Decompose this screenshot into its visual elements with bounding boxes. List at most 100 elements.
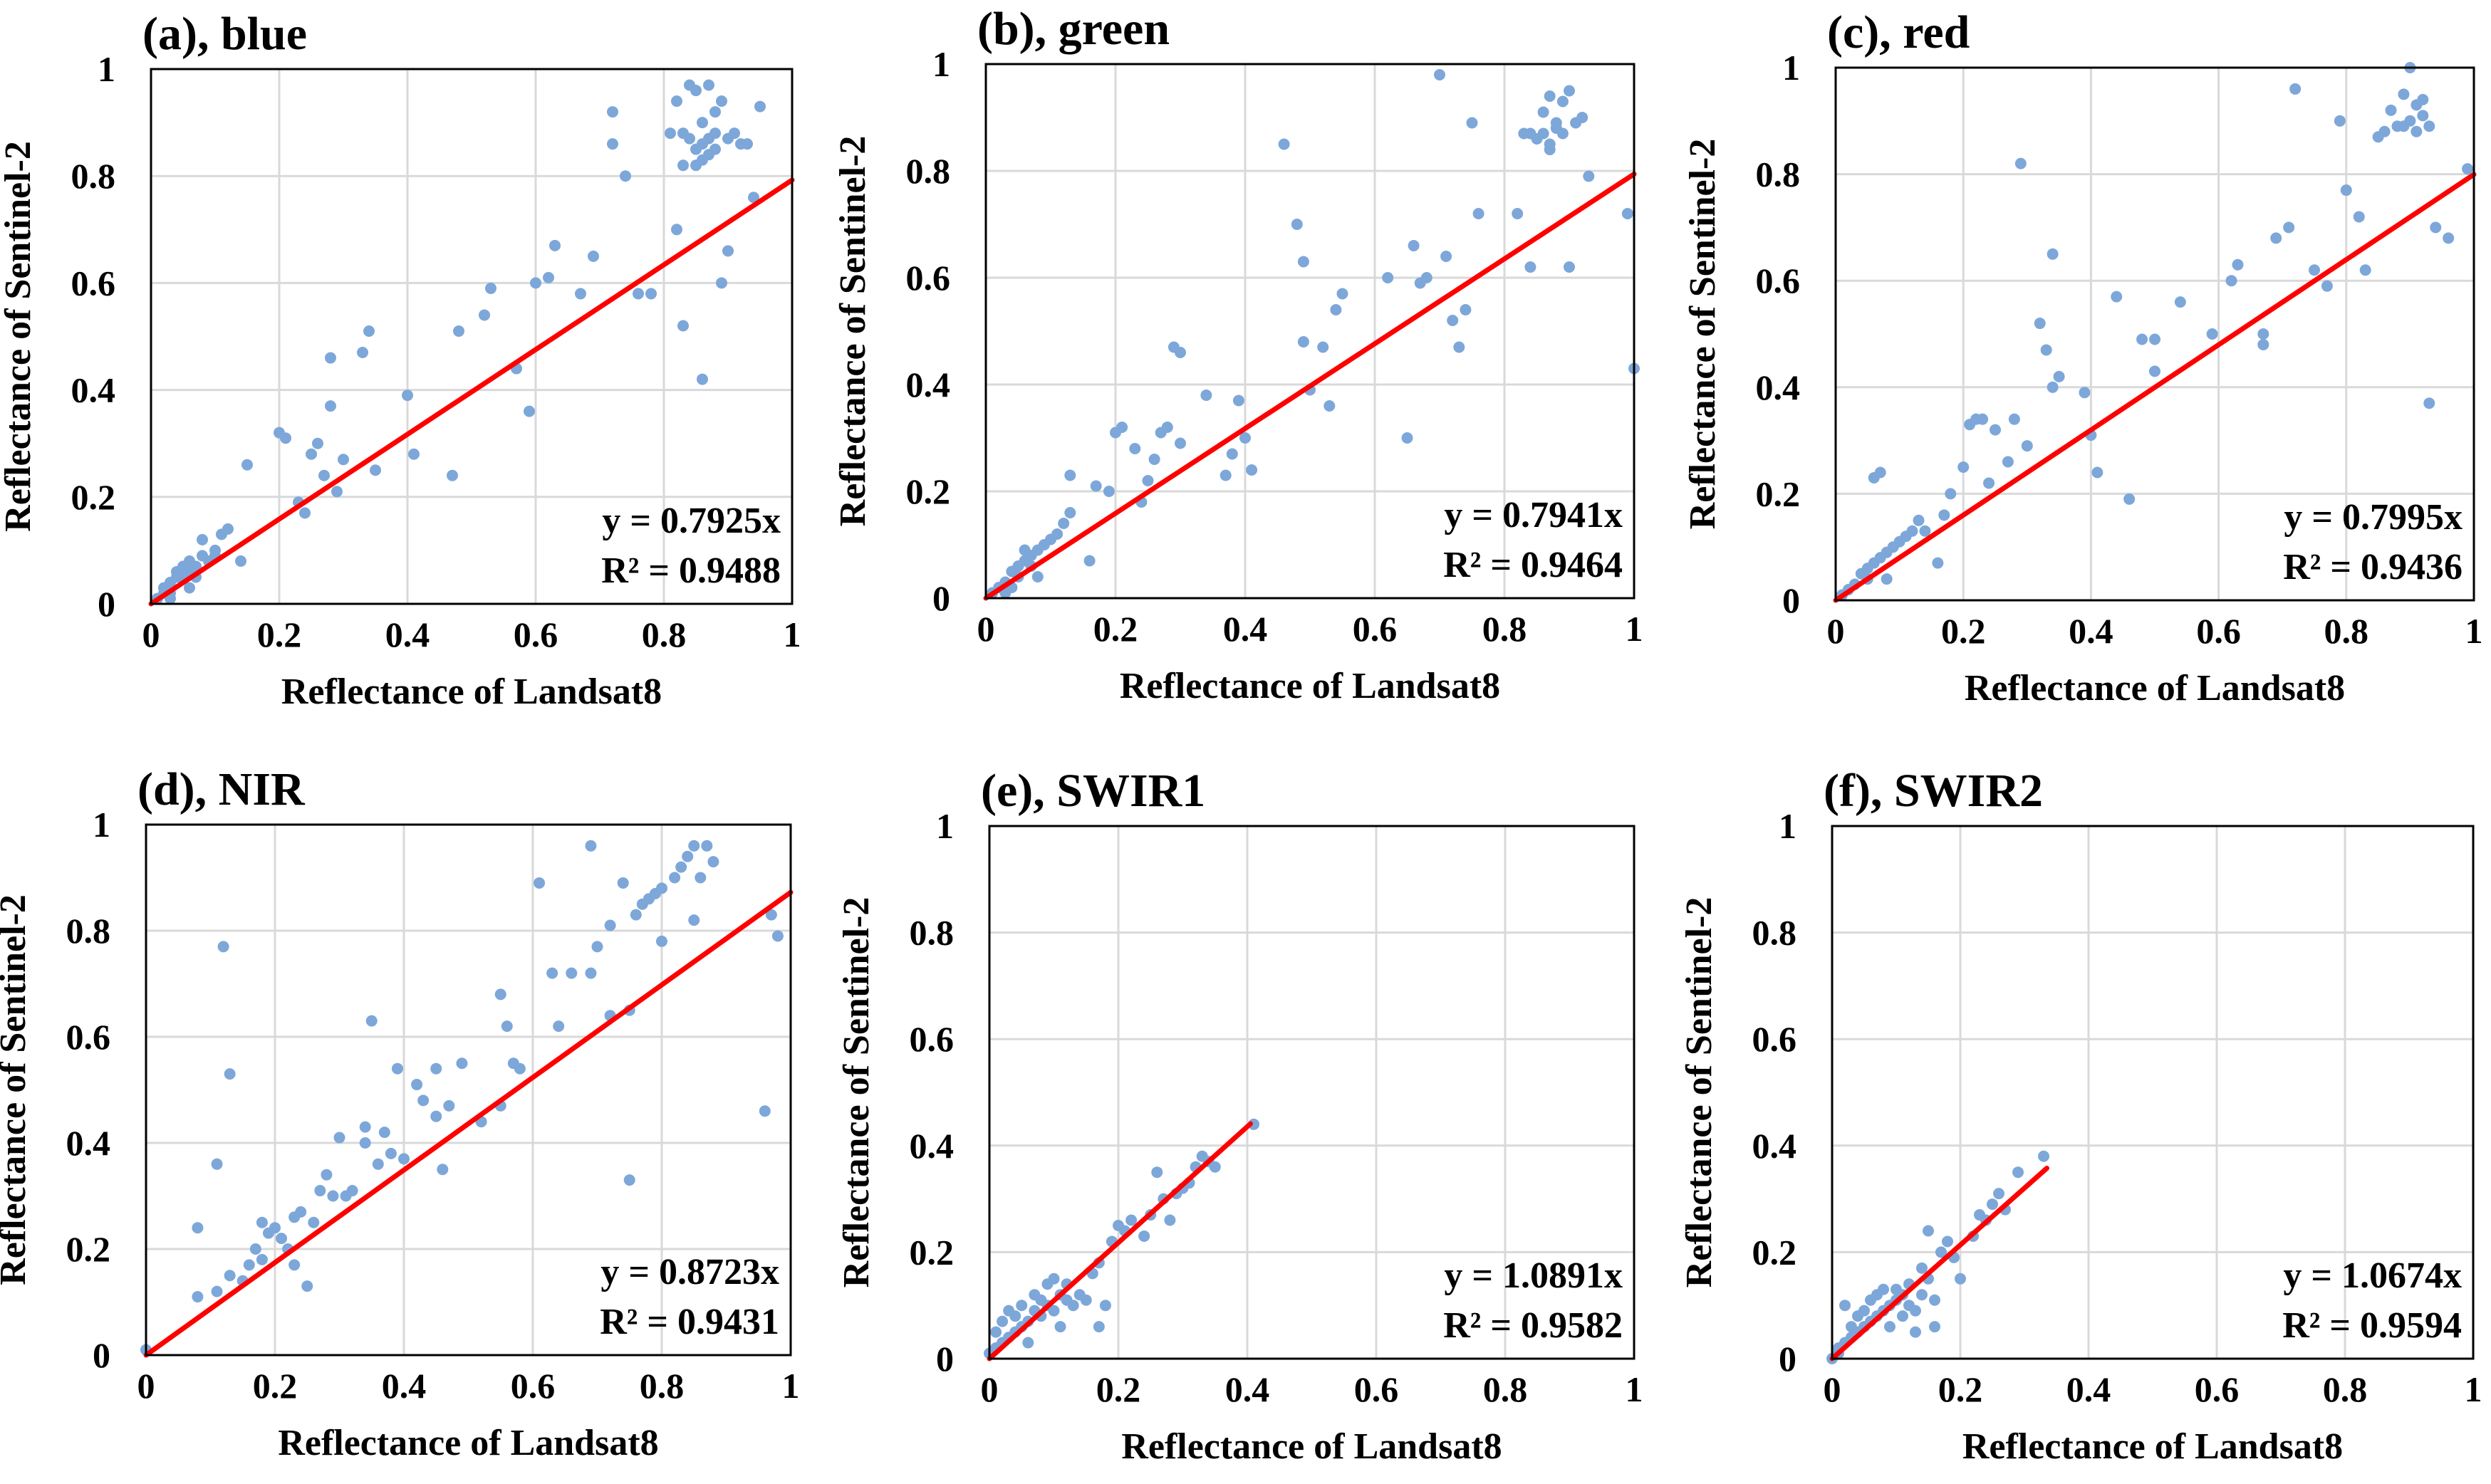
data-point [1906,525,1918,537]
data-point [1161,422,1173,433]
data-point [211,1285,223,1297]
data-point [1987,1198,1998,1211]
data-point [447,469,458,481]
data-point [1544,144,1556,155]
data-point [2430,221,2442,234]
x-axis-label: Reflectance of Landsat8 [1120,666,1500,706]
x-tick-label: 1 [1626,1369,1643,1409]
y-axis-label: Reflectance of Sentinel-2 [836,897,877,1288]
data-point [1138,1230,1150,1242]
data-point [494,988,506,1000]
data-point [359,1121,371,1133]
data-point [365,1015,378,1027]
data-point [1935,1246,1947,1258]
data-point [485,282,496,294]
data-point [1466,117,1478,129]
plot-area-frame [150,68,794,605]
y-tick-label: 1 [936,806,954,846]
data-point [620,170,631,182]
y-tick-label: 0.6 [1756,261,1801,301]
data-point [1016,1300,1028,1312]
data-point [2353,211,2365,223]
data-point [2334,115,2346,127]
data-point [443,1099,455,1112]
data-point [2462,163,2474,175]
data-point [256,1253,268,1265]
data-point [1472,208,1484,219]
y-tick-label: 0.6 [66,1017,111,1057]
regression-equation: y = 1.0674x [2283,1255,2462,1296]
x-tick-label: 0.6 [1353,609,1398,649]
data-point [372,1158,384,1170]
data-point [346,1185,358,1197]
r-squared-label: R² = 0.9488 [601,550,781,591]
data-point [1164,1214,1176,1226]
x-tick-label: 0.4 [382,1366,427,1406]
data-point [192,1291,204,1303]
data-point [2411,125,2423,137]
data-point [524,405,535,417]
data-point [549,239,561,251]
data-point [301,1280,313,1292]
panel-title: (d), NIR [137,763,306,815]
x-tick-label: 0.6 [2196,611,2241,651]
data-point [722,245,734,257]
y-tick-label: 0.4 [910,1126,955,1166]
data-point [211,1158,223,1170]
data-point [617,877,629,889]
data-point [437,1164,449,1176]
data-point [1576,112,1588,123]
data-point [2321,280,2333,292]
scatter-chart-1: (a), blue 0 0.2 0.4 0.6 0.8 1 0 0.2 0.4 0.6 0.8 1 Ref… [0,8,801,712]
data-point [546,967,558,979]
data-point [1564,261,1575,273]
data-point [1291,219,1303,230]
panel-title: (f), SWIR2 [1824,765,2043,817]
data-point [742,138,753,150]
data-point [1932,557,1944,569]
data-point [1151,1166,1163,1179]
y-tick-label: 0.2 [66,1229,111,1269]
data-point [2398,88,2410,100]
data-point [534,877,546,889]
data-point [1175,437,1186,449]
data-point [2423,397,2435,409]
panel-title: (b), green [977,3,1170,55]
y-tick-label: 0 [936,1339,954,1379]
y-tick-label: 0.8 [906,151,951,191]
data-point [370,464,381,476]
data-point [333,1132,345,1144]
data-point [241,459,253,471]
x-axis-label: Reflectance of Landsat8 [1121,1426,1502,1467]
data-point [1054,1321,1066,1333]
data-point [671,95,682,108]
data-point [1919,525,1931,537]
data-point [243,1259,255,1271]
y-tick-label: 1 [1779,806,1796,846]
data-point [2378,125,2391,137]
data-point [402,390,413,402]
data-point [1175,347,1186,358]
y-tick-label: 0.4 [1752,1126,1797,1166]
data-point [295,1206,307,1218]
x-tick-label: 0.6 [2195,1369,2240,1409]
data-point [1556,127,1569,140]
data-point [417,1094,430,1107]
data-point [1564,85,1575,97]
x-tick-label: 0.4 [1223,609,1268,649]
data-point [1881,573,1893,585]
data-point [2385,104,2397,116]
data-point [2091,466,2103,479]
data-point [2423,120,2435,132]
data-point [2014,157,2027,169]
data-point [1929,1321,1940,1333]
data-point [357,347,368,359]
data-point [1009,1310,1021,1322]
data-point [1220,469,1232,481]
y-tick-label: 0 [1779,1339,1796,1379]
x-tick-label: 0.4 [2069,611,2113,651]
y-tick-label: 0.6 [1752,1019,1797,1059]
data-point [607,138,618,150]
scatter-chart-3: (c), red 0 0.2 0.4 0.6 0.8 1 0 0.2 0.4 0.6 0.8 1 Refl… [1683,6,2483,709]
y-tick-label: 0.4 [71,370,116,410]
